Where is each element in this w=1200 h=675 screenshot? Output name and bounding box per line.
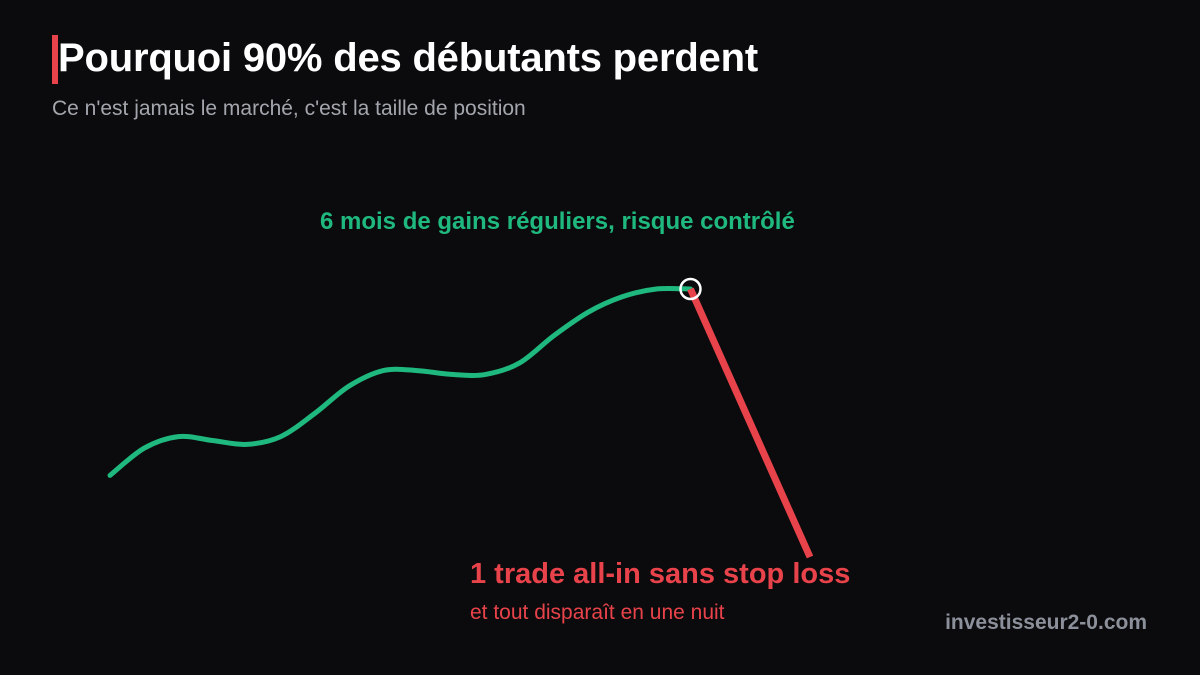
gain-annotation: 6 mois de gains réguliers, risque contrô…	[320, 208, 795, 235]
site-watermark: investisseur2-0.com	[945, 611, 1147, 634]
gain-series-line	[107, 285, 693, 478]
loss-annotation-sub: et tout disparaît en une nuit	[470, 601, 725, 624]
page-title: Pourquoi 90% des débutants perdent	[58, 36, 758, 80]
loss-annotation: 1 trade all-in sans stop loss	[470, 558, 851, 590]
peak-marker	[679, 277, 702, 301]
page-subtitle: Ce n'est jamais le marché, c'est la tail…	[52, 97, 526, 120]
loss-series-line	[687, 287, 814, 559]
title-accent-bar	[52, 35, 58, 84]
